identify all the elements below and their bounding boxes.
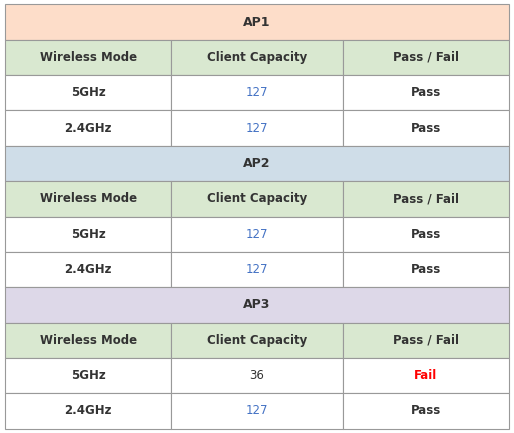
Text: 2.4GHz: 2.4GHz — [64, 122, 112, 135]
Text: Fail: Fail — [414, 369, 437, 382]
Text: 2.4GHz: 2.4GHz — [64, 263, 112, 276]
Bar — [171, 393, 343, 429]
Text: Pass: Pass — [411, 122, 441, 135]
Bar — [5, 40, 171, 75]
Bar — [5, 4, 509, 40]
Bar — [171, 75, 343, 110]
Text: Pass / Fail: Pass / Fail — [393, 334, 459, 347]
Bar — [171, 323, 343, 358]
Bar — [343, 358, 509, 393]
Text: Pass: Pass — [411, 263, 441, 276]
Bar — [343, 393, 509, 429]
Text: 5GHz: 5GHz — [71, 228, 106, 241]
Text: Client Capacity: Client Capacity — [207, 51, 307, 64]
Bar — [343, 181, 509, 216]
Text: Wireless Mode: Wireless Mode — [40, 334, 137, 347]
Text: Pass: Pass — [411, 404, 441, 417]
Text: 127: 127 — [246, 122, 268, 135]
Text: Pass / Fail: Pass / Fail — [393, 51, 459, 64]
Text: 5GHz: 5GHz — [71, 369, 106, 382]
Text: 127: 127 — [246, 228, 268, 241]
Text: 36: 36 — [250, 369, 264, 382]
Text: Pass: Pass — [411, 228, 441, 241]
Bar — [171, 252, 343, 287]
Text: Pass: Pass — [411, 86, 441, 99]
Text: Client Capacity: Client Capacity — [207, 334, 307, 347]
Text: Wireless Mode: Wireless Mode — [40, 192, 137, 205]
Text: 127: 127 — [246, 86, 268, 99]
Text: AP3: AP3 — [243, 298, 271, 311]
Text: 5GHz: 5GHz — [71, 86, 106, 99]
Text: Pass / Fail: Pass / Fail — [393, 192, 459, 205]
Bar — [5, 358, 171, 393]
Text: 2.4GHz: 2.4GHz — [64, 404, 112, 417]
Text: AP1: AP1 — [243, 16, 271, 29]
Text: AP2: AP2 — [243, 157, 271, 170]
Bar — [5, 252, 171, 287]
Text: 127: 127 — [246, 263, 268, 276]
Bar — [343, 216, 509, 252]
Bar — [171, 181, 343, 216]
Bar — [343, 252, 509, 287]
Bar — [5, 181, 171, 216]
Bar — [5, 75, 171, 110]
Text: Client Capacity: Client Capacity — [207, 192, 307, 205]
Bar — [5, 287, 509, 323]
Bar — [343, 323, 509, 358]
Text: Wireless Mode: Wireless Mode — [40, 51, 137, 64]
Bar — [5, 323, 171, 358]
Bar — [343, 75, 509, 110]
Bar — [171, 216, 343, 252]
Bar — [5, 110, 171, 146]
Bar — [171, 40, 343, 75]
Bar — [171, 110, 343, 146]
Bar — [171, 358, 343, 393]
Text: 127: 127 — [246, 404, 268, 417]
Bar — [343, 40, 509, 75]
Bar — [5, 216, 171, 252]
Bar — [5, 393, 171, 429]
Bar — [343, 110, 509, 146]
Bar — [5, 146, 509, 181]
